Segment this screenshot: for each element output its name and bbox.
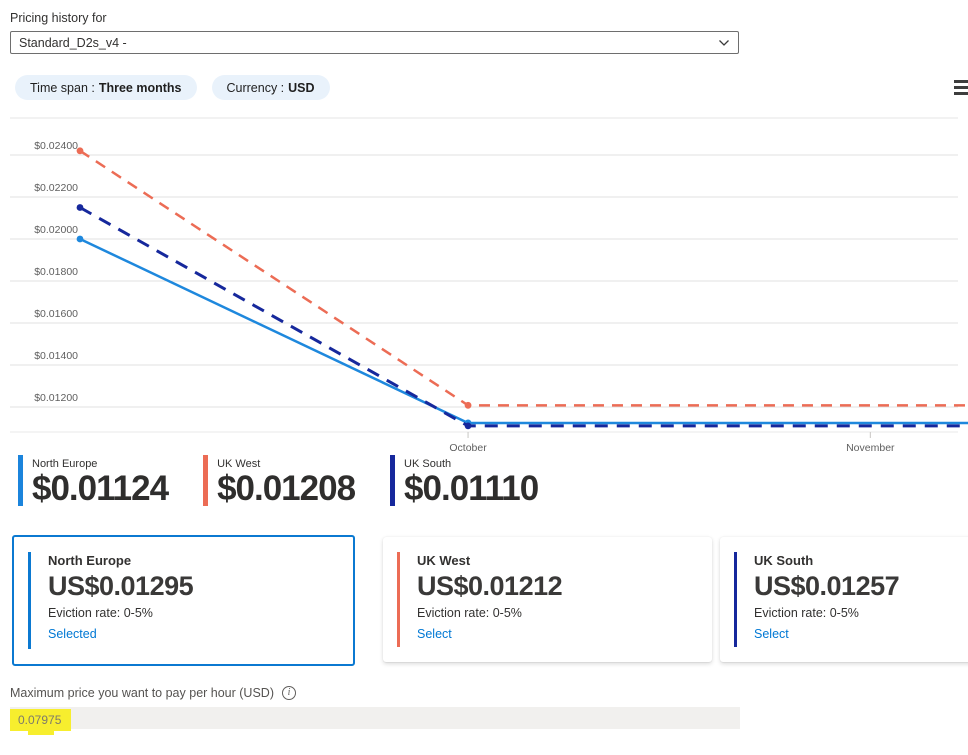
card-region-name: North Europe bbox=[48, 553, 132, 568]
card-price: US$0.01257 bbox=[754, 571, 900, 601]
region-card-uk-south[interactable]: UK South US$0.01257 Eviction rate: 0-5% … bbox=[720, 537, 968, 662]
legend-item: UK South $0.01110 bbox=[390, 455, 539, 508]
legend-color-bar bbox=[203, 455, 209, 506]
region-card-uk-west[interactable]: UK West US$0.01212 Eviction rate: 0-5% S… bbox=[383, 537, 712, 662]
card-price: US$0.01295 bbox=[48, 571, 194, 601]
legend-color-bar bbox=[390, 455, 396, 506]
vm-size-dropdown-value: Standard_D2s_v4 - bbox=[19, 35, 127, 50]
svg-text:$0.02200: $0.02200 bbox=[34, 182, 78, 194]
card-eviction-rate: Eviction rate: 0-5% bbox=[754, 606, 859, 621]
legend-item: North Europe $0.01124 bbox=[18, 455, 169, 508]
chart-canvas: $0.02400 $0.02200 $0.02000 $0.01800 $0.01600… bbox=[10, 117, 968, 454]
legend-region-name: North Europe bbox=[32, 458, 98, 470]
pricing-history-chart: $0.02400 $0.02200 $0.02000 $0.01800 $0.01600… bbox=[0, 115, 968, 455]
time-span-label: Time span : bbox=[30, 80, 95, 95]
card-region-name: UK West bbox=[417, 553, 471, 568]
legend-region-name: UK South bbox=[404, 458, 452, 470]
card-region-name: UK South bbox=[754, 553, 814, 568]
highlight-marker-tail bbox=[28, 731, 54, 735]
info-icon[interactable]: i bbox=[281, 686, 296, 700]
pricing-history-label: Pricing history for bbox=[10, 11, 107, 25]
legend-region-price: $0.01110 bbox=[404, 469, 539, 508]
card-select-link[interactable]: Select bbox=[417, 627, 452, 642]
card-select-link[interactable]: Select bbox=[754, 627, 789, 642]
currency-value: USD bbox=[288, 80, 315, 95]
card-eviction-rate: Eviction rate: 0-5% bbox=[417, 606, 522, 621]
legend-region-name: UK West bbox=[217, 458, 261, 470]
svg-text:$0.02000: $0.02000 bbox=[34, 224, 78, 236]
legend-item: UK West $0.01208 bbox=[203, 455, 356, 508]
svg-text:November: November bbox=[846, 442, 895, 454]
card-accent-bar bbox=[734, 552, 737, 647]
svg-text:$0.01400: $0.01400 bbox=[34, 350, 78, 362]
currency-pill[interactable]: Currency : USD bbox=[211, 75, 330, 100]
svg-text:$0.02400: $0.02400 bbox=[34, 140, 78, 152]
card-accent-bar bbox=[397, 552, 400, 647]
currency-label: Currency : bbox=[226, 80, 285, 95]
filter-pills: Time span : Three months Currency : USD bbox=[15, 75, 330, 100]
max-price-value-highlight: 0.07975 bbox=[10, 709, 72, 731]
svg-text:$0.01200: $0.01200 bbox=[34, 392, 78, 404]
max-price-label: Maximum price you want to pay per hour (… bbox=[10, 686, 274, 700]
vm-size-dropdown[interactable]: Standard_D2s_v4 - bbox=[10, 31, 739, 54]
max-price-input[interactable]: 0.07975 bbox=[10, 707, 740, 731]
legend-region-price: $0.01124 bbox=[32, 469, 169, 508]
chart-menu-icon[interactable] bbox=[954, 80, 968, 98]
chevron-down-icon bbox=[719, 39, 729, 46]
region-card-north-europe[interactable]: North Europe US$0.01295 Eviction rate: 0… bbox=[12, 535, 355, 666]
svg-text:$0.01800: $0.01800 bbox=[34, 266, 78, 278]
time-span-pill[interactable]: Time span : Three months bbox=[15, 75, 197, 100]
svg-text:$0.01600: $0.01600 bbox=[34, 308, 78, 320]
card-price: US$0.01212 bbox=[417, 571, 563, 601]
card-accent-bar bbox=[28, 552, 31, 649]
chart-legend: North Europe $0.01124 UK West $0.01208 U… bbox=[18, 455, 539, 508]
legend-color-bar bbox=[18, 455, 23, 506]
card-select-link[interactable]: Selected bbox=[48, 627, 97, 642]
time-span-value: Three months bbox=[98, 80, 182, 95]
card-eviction-rate: Eviction rate: 0-5% bbox=[48, 606, 153, 621]
svg-text:October: October bbox=[449, 442, 487, 454]
legend-region-price: $0.01208 bbox=[217, 469, 356, 508]
